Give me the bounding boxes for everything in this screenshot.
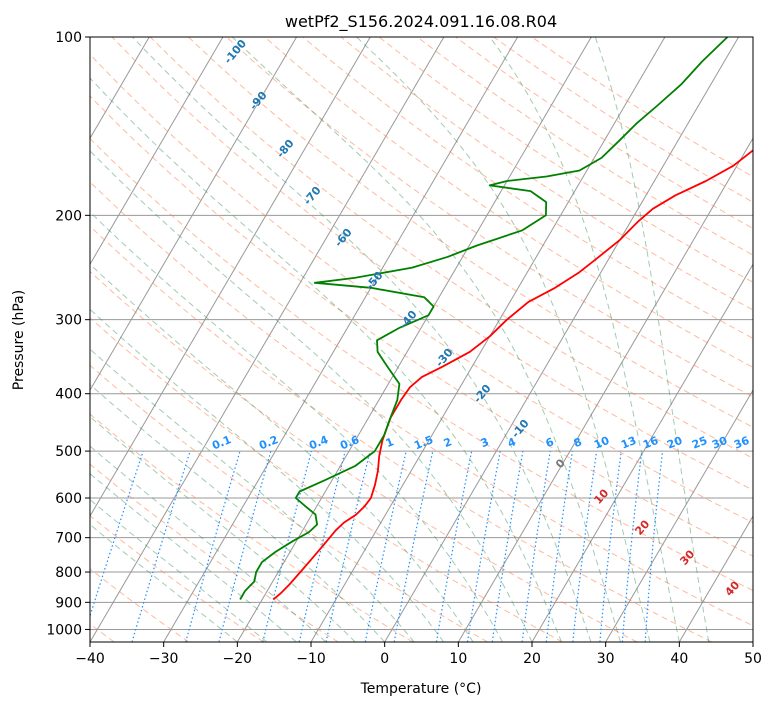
x-tick-label: 0 (380, 651, 389, 667)
x-tick-label: −10 (296, 651, 326, 667)
mixing-ratio-line (521, 450, 551, 642)
moist-adiabat-line (90, 308, 444, 642)
moist-adiabat-line (90, 150, 533, 642)
x-tick-label: −30 (149, 651, 179, 667)
dry-adiabat-line (378, 37, 753, 283)
dry-adiabat-line (90, 413, 414, 642)
mixing-ratio-label: 36 (732, 434, 751, 452)
moist-adiabat-line (356, 37, 651, 642)
mixing-ratio-line (644, 451, 664, 642)
isotherm-line (163, 37, 519, 642)
moist-adiabat-line (90, 416, 356, 642)
mixing-ratio-label: 8 (572, 435, 584, 450)
x-tick-label: 10 (449, 651, 467, 667)
isotherm-line (90, 37, 371, 518)
plot-frame (89, 36, 754, 643)
moist-adiabat-line (90, 445, 327, 642)
y-tick-label: 700 (55, 531, 82, 547)
moist-adiabat-line (90, 263, 474, 642)
y-tick-label: 100 (55, 30, 82, 46)
isotherm-line (457, 137, 753, 642)
y-tick-label: 800 (55, 565, 82, 581)
mixing-ratio-label: 2 (442, 435, 454, 450)
x-tick-label: −40 (75, 651, 105, 667)
y-tick-label: 500 (55, 444, 82, 460)
mixing-ratio-line (491, 450, 524, 642)
y-axis: 100 200 300 400 500 600 700 800 900 1000 (46, 30, 90, 638)
dry-adiabat-line (90, 95, 753, 557)
moist-adiabat-line (489, 37, 680, 642)
isotherm-line (236, 37, 592, 642)
y-tick-label: 900 (55, 595, 82, 611)
dry-adiabat-line (90, 364, 488, 642)
isotherm-line (531, 263, 753, 642)
profiles (239, 37, 753, 601)
moist-adiabat-line (594, 37, 710, 642)
mixing-ratio-line (364, 450, 407, 642)
moist-adiabat-line (90, 348, 415, 642)
mixing-ratio-line (621, 451, 643, 642)
dry-adiabat-line (90, 137, 753, 592)
dry-adiabat-line (90, 515, 264, 642)
background-lines (90, 37, 753, 642)
isotherm-line (605, 389, 753, 642)
isotherm-line (90, 37, 224, 266)
y-tick-label: 600 (55, 491, 82, 507)
moist-adiabat-line (231, 37, 621, 642)
x-axis-label: Temperature (°C) (360, 681, 482, 697)
mixing-ratio-line (325, 450, 371, 642)
mixing-ratio-label: 16 (641, 434, 660, 452)
isotherm-line (384, 37, 740, 642)
x-tick-label: 40 (670, 651, 688, 667)
x-axis: −40 −30 −20 −10 0 10 20 30 40 50 (75, 642, 762, 667)
moist-adiabat-line (90, 383, 386, 642)
x-tick-label: 30 (597, 651, 615, 667)
isotherm-line (678, 515, 753, 642)
isotherm-line (90, 37, 445, 642)
dry-adiabat-line (90, 53, 753, 524)
isotherm-line (90, 37, 298, 392)
mixing-ratio-line (545, 451, 573, 642)
dry-adiabat-line (90, 181, 753, 627)
y-tick-label: 400 (55, 387, 82, 403)
dry-adiabat-line (90, 568, 190, 642)
mixing-ratio-line (298, 450, 346, 642)
dry-adiabat-line (90, 225, 712, 642)
dewpoint-profile-line (239, 37, 729, 600)
dry-adiabat-line (111, 37, 753, 491)
y-tick-label: 200 (55, 208, 82, 224)
moist-adiabat-line (90, 473, 297, 642)
mixing-ratio-line (599, 451, 622, 642)
x-tick-label: 20 (523, 651, 541, 667)
mixing-ratio-label: 1 (384, 435, 396, 450)
mixing-ratio-line (572, 451, 598, 642)
x-tick-label: 50 (744, 651, 762, 667)
dry-adiabat-line (264, 37, 753, 368)
y-tick-label: 1000 (46, 622, 82, 638)
mixing-ratio-label: 30 (710, 434, 729, 452)
dry-adiabat-line (226, 37, 753, 398)
mixing-ratio-line (218, 450, 272, 642)
mixing-ratio-label: 13 (619, 434, 638, 452)
mixing-ratio-label: 10 (592, 434, 611, 452)
x-tick-label: −20 (223, 651, 253, 667)
moist-adiabat-line (90, 77, 562, 642)
y-axis-label: Pressure (hPa) (11, 290, 27, 390)
mixing-ratio-label: 3 (479, 435, 491, 450)
y-tick-label: 300 (55, 313, 82, 329)
mixing-ratio-label: 20 (665, 434, 684, 452)
mixing-ratio-line (185, 450, 241, 642)
chart-title: wetPf2_S156.2024.091.16.08.R04 (285, 12, 557, 32)
mixing-ratio-line (262, 450, 313, 642)
temperature-profile-line (272, 149, 753, 601)
mixing-ratio-line (131, 450, 191, 642)
mixing-ratio-label: 25 (690, 434, 709, 452)
moist-adiabat-line (132, 37, 592, 642)
